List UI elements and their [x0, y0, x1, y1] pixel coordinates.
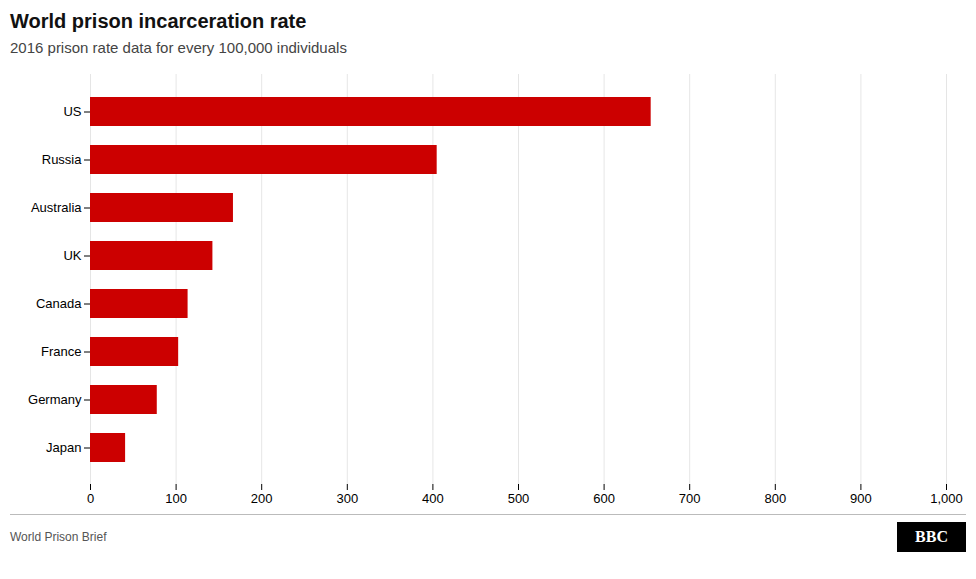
- svg-text:0: 0: [87, 491, 94, 506]
- html-text:World Prison Brief: World Prison Brief: [10, 530, 107, 544]
- svg-text:900: 900: [850, 491, 872, 506]
- html-text:BBC: BBC: [915, 528, 948, 545]
- html-text:World prison incarceration rat: World prison incarceration rate: [10, 10, 307, 32]
- html-text:2016 prison rate data for ever: 2016 prison rate data for every 100,000 …: [10, 39, 347, 56]
- svg-text:700: 700: [679, 491, 701, 506]
- svg-text:300: 300: [336, 491, 358, 506]
- svg-text:200: 200: [251, 491, 273, 506]
- svg-text:Russia: Russia: [42, 152, 83, 167]
- svg-text:800: 800: [764, 491, 786, 506]
- svg-text:UK: UK: [63, 248, 81, 263]
- svg-text:400: 400: [422, 491, 444, 506]
- svg-text:600: 600: [593, 491, 615, 506]
- svg-text:Canada: Canada: [36, 296, 82, 311]
- svg-text:Japan: Japan: [46, 440, 81, 455]
- svg-text:100: 100: [165, 491, 187, 506]
- svg-text:1,000: 1,000: [930, 491, 963, 506]
- svg-text:US: US: [63, 104, 81, 119]
- svg-text:Germany: Germany: [28, 392, 82, 407]
- svg-text:500: 500: [508, 491, 530, 506]
- svg-text:France: France: [41, 344, 81, 359]
- svg-text:Australia: Australia: [31, 200, 82, 215]
